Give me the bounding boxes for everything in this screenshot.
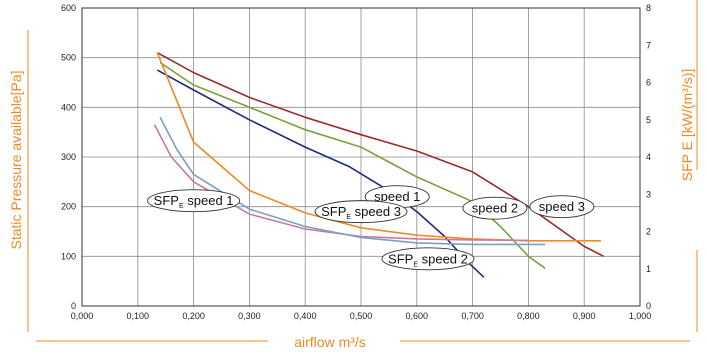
y-left-tick-label: 200	[61, 202, 76, 212]
series-line-3	[156, 51, 605, 258]
y-right-tick-label: 3	[646, 189, 651, 199]
annotation-text: SFPE speed 2	[388, 251, 468, 268]
x-tick-label: 0,000	[71, 311, 94, 321]
annotation-label: SFPE speed 3	[314, 200, 408, 224]
y-left-tick-label: 400	[61, 102, 76, 112]
annotation-text: SFPE speed 1	[154, 193, 234, 210]
x-axis-title: airflow m³/s	[294, 334, 366, 350]
y-axis-left-title: Static Pressure available[Pa]	[8, 71, 24, 250]
y-left-tick-label: 300	[61, 152, 76, 162]
x-tick-label: 0,200	[182, 311, 205, 321]
y-right-tick-label: 1	[646, 264, 651, 274]
y-right-tick-label: 5	[646, 115, 651, 125]
x-tick-label: 0,400	[294, 311, 317, 321]
y-right-tick-label: 0	[646, 301, 651, 311]
x-tick-label: 0,900	[573, 311, 596, 321]
x-tick-label: 0,300	[238, 311, 261, 321]
x-tick-label: 0,100	[127, 311, 150, 321]
series-line-4	[156, 52, 601, 242]
plot-frame	[81, 7, 641, 307]
annotation-ellipse	[147, 189, 241, 213]
y-left-tick-label: 100	[61, 251, 76, 261]
series-line-5	[153, 124, 529, 242]
annotation-text: speed 2	[472, 201, 518, 216]
y-left-tick-label: 600	[61, 3, 76, 13]
y-left-tick-label: 500	[61, 53, 76, 63]
annotation-text: SFPE speed 3	[321, 204, 401, 221]
x-tick-label: 0,600	[406, 311, 429, 321]
y-axis-right-title: SFP E [kW/(m³/s)]	[679, 69, 695, 182]
x-tick-label: 0,800	[517, 311, 540, 321]
series-line-2	[159, 61, 546, 269]
y-right-tick-label: 6	[646, 78, 651, 88]
annotation-text: speed 3	[539, 199, 585, 214]
grid	[81, 7, 641, 307]
y-right-tick-label: 4	[646, 152, 651, 162]
annotation-ellipse	[381, 247, 475, 271]
y-right-tick-label: 7	[646, 40, 651, 50]
y-right-tick-label: 8	[646, 3, 651, 13]
annotation-label: SFPE speed 2	[381, 247, 475, 271]
tick-labels: 0,000 0,100 0,200 0,300 0,400 0,500 0,600 0,700…	[61, 3, 651, 321]
y-left-tick-label: 0	[71, 301, 76, 311]
annotation-label: speed 2	[462, 196, 528, 220]
series-line-1	[156, 69, 485, 278]
series-line-6	[159, 116, 546, 246]
x-tick-label: 0,500	[350, 311, 373, 321]
y-right-tick-label: 2	[646, 227, 651, 237]
annotation-text: speed 1	[374, 189, 420, 204]
annotation-ellipse	[462, 196, 528, 220]
series-lines	[153, 51, 605, 278]
x-tick-label: 1,000	[629, 311, 652, 321]
annotation-ellipse	[529, 195, 595, 219]
annotation-label: speed 3	[529, 195, 595, 219]
annotation-label: SFPE speed 1	[147, 189, 241, 213]
x-tick-label: 0,700	[461, 311, 484, 321]
annotation-ellipse	[314, 200, 408, 224]
